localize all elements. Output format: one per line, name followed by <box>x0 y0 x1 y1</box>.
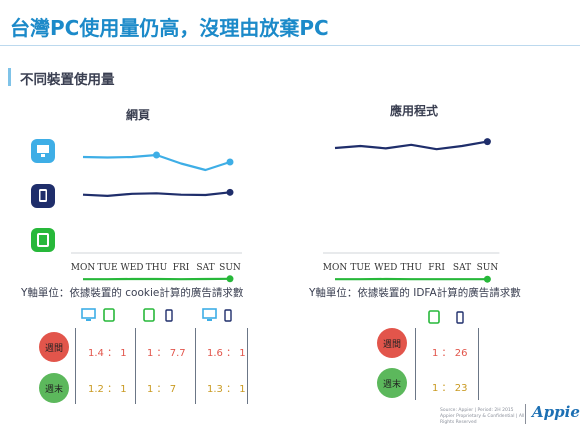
series-line <box>82 191 231 197</box>
tablet-icon <box>224 309 232 322</box>
y-unit-note-app: Y軸單位：依據裝置的 IDFA計算的廣告請求數 <box>309 287 521 299</box>
table-divider <box>135 328 136 404</box>
ratio-weekend-phone-tablet: 1 ： 7 <box>147 384 177 395</box>
desktop-icon <box>202 308 217 319</box>
appier-logo: Appier <box>532 403 580 421</box>
table-divider <box>195 328 196 404</box>
ratio-weekend-pc-tablet: 1.3 ： 1 <box>207 384 246 395</box>
x-tick-label: TUE <box>350 263 370 273</box>
x-tick-label: THU <box>400 263 422 273</box>
source-line: Source: Appier | Period: 2H 2015 <box>440 408 514 413</box>
chart-web: MON TUE WED THU FRI SAT SUN <box>71 151 242 283</box>
tablet-icon <box>456 311 464 324</box>
icon-phone-row <box>31 228 55 252</box>
tablet-icon <box>165 309 173 322</box>
x-tick-label: SUN <box>219 263 241 273</box>
series-end-point <box>226 158 234 166</box>
ratio-table-icons <box>81 308 464 324</box>
subhead-accent <box>8 68 11 86</box>
chart-title-app: 應用程式 <box>390 104 439 118</box>
x-tick-label: TUE <box>97 263 117 273</box>
desktop-icon-screen <box>37 145 49 153</box>
x-tick-label: MON <box>71 263 96 273</box>
desktop-icon <box>81 308 96 319</box>
desktop-icon-stand <box>41 154 45 157</box>
phone-icon <box>143 308 155 322</box>
icon-tablet-row <box>31 184 55 208</box>
ratio-weekday-pc-tablet: 1.6 ： 1 <box>207 348 246 359</box>
tablet-icon-screen <box>40 191 46 200</box>
ratio-weekday-app: 1 ： 26 <box>432 348 468 359</box>
series-end-point <box>483 275 491 283</box>
series-end-point <box>226 188 234 196</box>
weekday-circle-left: 週間 <box>39 332 69 362</box>
x-tick-label: SAT <box>453 263 471 273</box>
chart-app: MON TUE WED THU FRI SAT SUN <box>323 138 500 283</box>
phone-icon <box>428 310 440 324</box>
chart-title-web: 網頁 <box>126 108 151 122</box>
ratio-weekend-app: 1 ： 23 <box>432 383 468 394</box>
series-line <box>334 140 488 151</box>
weekend-circle-left: 週末 <box>39 373 69 403</box>
title-rule <box>0 45 580 46</box>
table-divider <box>75 328 76 404</box>
section-subtitle: 不同裝置使用量 <box>20 72 115 88</box>
ratio-weekday-pc-phone: 1.4 ： 1 <box>88 348 127 359</box>
desktop-icon-stand <box>86 319 91 321</box>
phone-icon <box>103 308 115 322</box>
confidential-line: Appier Proprietary & Confidential | All … <box>440 414 525 425</box>
series-end-point <box>483 138 491 146</box>
table-divider <box>247 328 248 404</box>
y-unit-note-web: Y軸單位：依據裝置的 cookie計算的廣告請求數 <box>21 287 244 299</box>
x-tick-label: FRI <box>428 263 445 273</box>
series-end-point <box>226 275 234 283</box>
x-tick-label: WED <box>374 263 397 273</box>
table-divider <box>415 328 416 400</box>
page-title: 台灣PC使用量仍高，沒理由放棄PC <box>10 16 329 40</box>
x-tick-label: WED <box>120 263 143 273</box>
ratio-weekday-phone-tablet: 1 ： 7.7 <box>147 348 186 359</box>
weekend-circle-right: 週末 <box>377 368 407 398</box>
x-tick-label: FRI <box>173 263 190 273</box>
x-tick-label: MON <box>323 263 348 273</box>
x-tick-label: SUN <box>477 263 499 273</box>
weekday-circle-right: 週間 <box>377 328 407 358</box>
table-divider <box>478 328 479 400</box>
series-highlight-point <box>153 151 160 159</box>
source-note: Source: Appier | Period: 2H 2015 Appier … <box>440 408 530 426</box>
logo-divider <box>525 404 526 424</box>
desktop-icon-stand <box>207 319 212 321</box>
icon-desktop-row <box>31 139 55 163</box>
x-tick-label: SAT <box>196 263 214 273</box>
ratio-weekend-pc-phone: 1.2 ： 1 <box>88 384 127 395</box>
x-tick-label: THU <box>146 263 168 273</box>
phone-icon-screen <box>39 235 47 245</box>
